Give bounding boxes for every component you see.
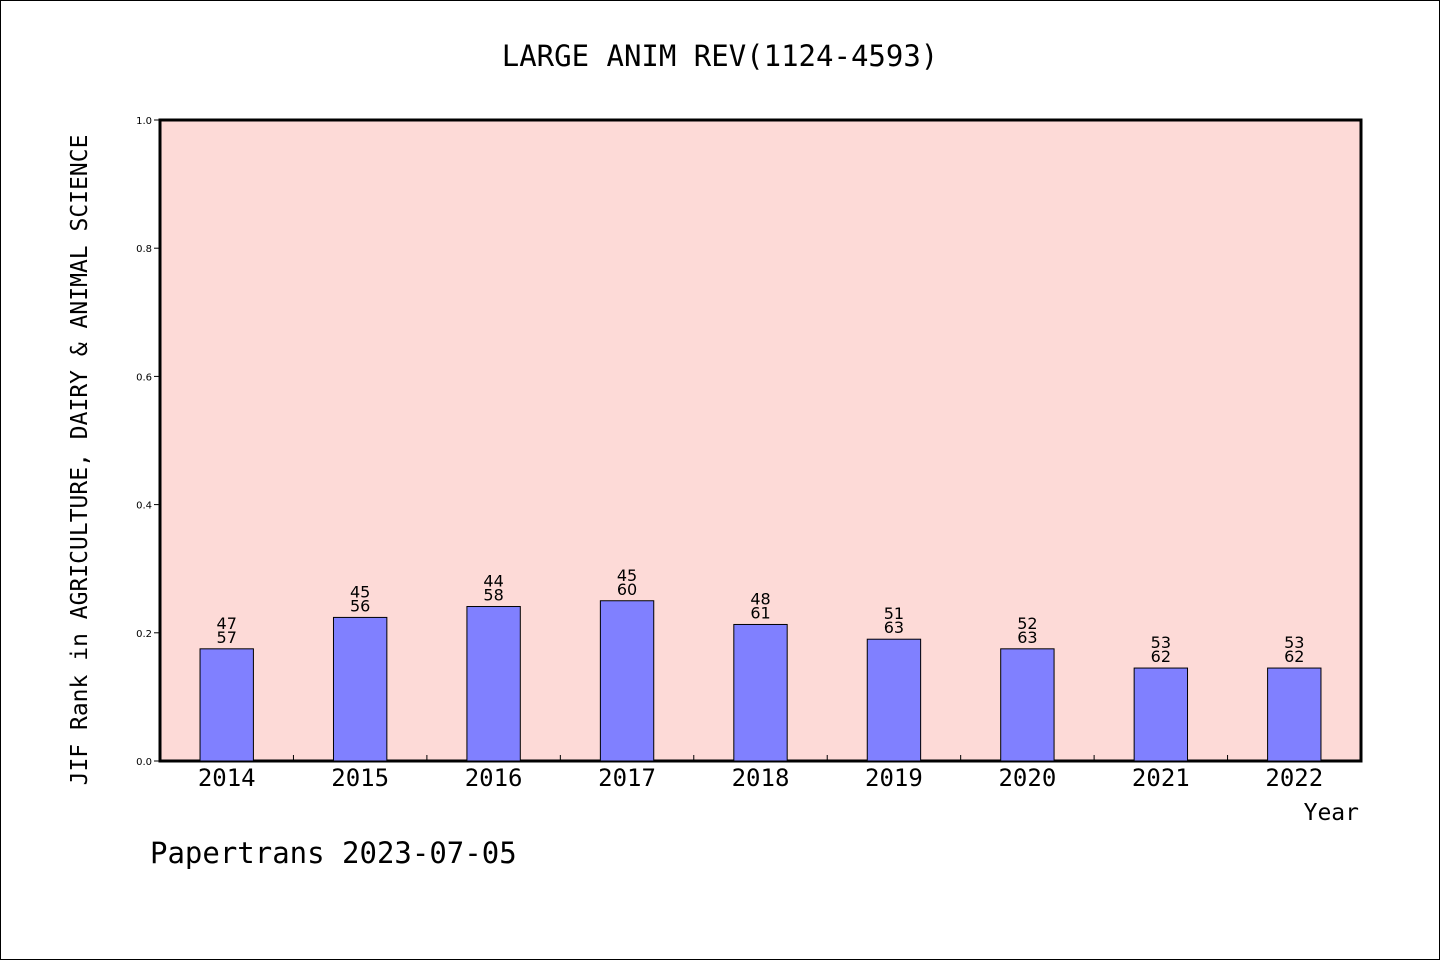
y-tick-label: 0.0 <box>136 757 152 768</box>
bar-label-rank: 44 <box>483 572 503 591</box>
bar-label-total: 57 <box>217 628 237 647</box>
bar <box>466 606 521 762</box>
bar <box>1133 667 1189 762</box>
y-tick-label: 0.4 <box>136 501 152 512</box>
bar <box>866 638 922 762</box>
chart-title: LARGE ANIM REV(1124-4593) <box>502 39 939 73</box>
bar-label-rank: 47 <box>217 614 237 633</box>
x-tick-label: 2020 <box>998 764 1056 792</box>
bar <box>1000 648 1055 762</box>
x-tick-label: 2018 <box>732 764 790 792</box>
bar-label-total: 63 <box>1017 628 1037 647</box>
x-tick-label: 2019 <box>865 764 923 792</box>
x-tick-label: 2016 <box>465 764 523 792</box>
bar-label-total: 58 <box>483 586 503 605</box>
footer-text: Papertrans 2023-07-05 <box>150 836 517 870</box>
y-axis-ticks: 0.0 0.2 0.4 0.6 0.8 1.0 <box>136 116 160 768</box>
bar-label-total: 62 <box>1284 647 1304 666</box>
x-axis-ticks: 2014 2015 2016 2017 2018 2019 2020 2021 2022 <box>198 755 1323 792</box>
bar <box>733 623 788 762</box>
bar <box>599 600 655 762</box>
x-tick-label: 2014 <box>198 764 256 792</box>
x-tick-label: 2022 <box>1265 764 1323 792</box>
bar-label-total: 56 <box>350 596 370 615</box>
y-tick-label: 1.0 <box>136 116 152 127</box>
y-tick-label: 0.2 <box>136 629 152 640</box>
bar-label-rank: 45 <box>350 582 370 601</box>
bar-label-rank: 53 <box>1151 633 1171 652</box>
bar-label-rank: 52 <box>1017 614 1037 633</box>
bar-label-rank: 53 <box>1284 633 1304 652</box>
x-axis-label: Year <box>1304 800 1359 826</box>
bar <box>1267 667 1322 762</box>
x-tick-label: 2021 <box>1132 764 1190 792</box>
bar <box>199 648 254 762</box>
bar-label-total: 63 <box>884 618 904 637</box>
bar-label-total: 62 <box>1151 647 1171 666</box>
bar-label-total: 61 <box>750 603 770 622</box>
bar-label-rank: 51 <box>884 604 904 623</box>
x-tick-label: 2017 <box>598 764 656 792</box>
y-tick-label: 0.8 <box>136 244 152 255</box>
bar-label-rank: 48 <box>750 589 770 608</box>
y-tick-label: 0.6 <box>136 372 152 383</box>
x-tick-label: 2015 <box>331 764 389 792</box>
y-axis-label: JIF Rank in AGRICULTURE, DAIRY & ANIMAL … <box>67 135 93 786</box>
bar-label-total: 60 <box>617 580 637 599</box>
bar <box>332 616 388 762</box>
bar-label-rank: 45 <box>617 566 637 585</box>
